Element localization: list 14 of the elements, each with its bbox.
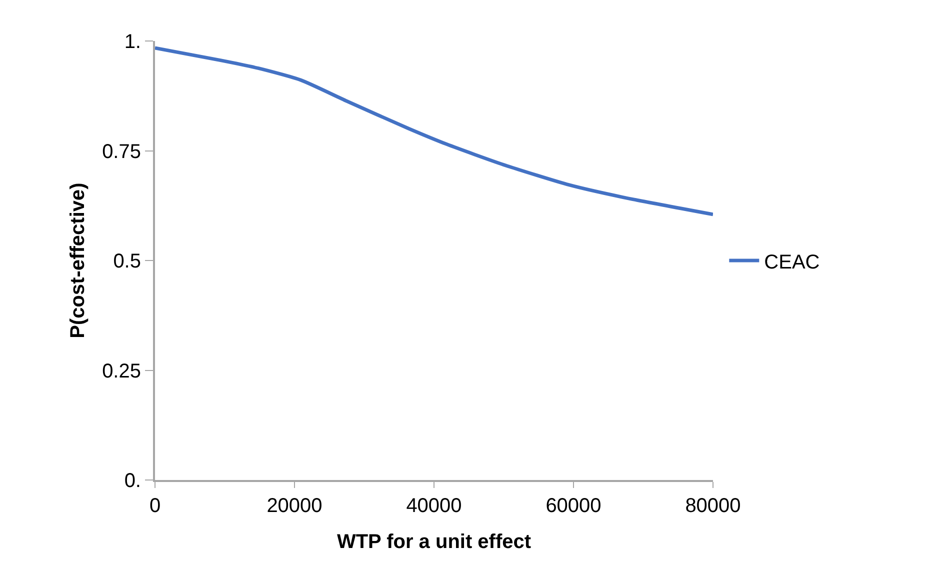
y-tick-label: 0.75 [102, 140, 141, 163]
line-series [155, 46, 713, 216]
y-tick-label: 0.5 [113, 250, 141, 272]
legend-label: CEAC [764, 251, 820, 274]
y-tick-label: 0.25 [102, 360, 141, 382]
x-axis-title: WTP for a unit effect [336, 531, 532, 553]
x-tick-label: 40000 [406, 495, 462, 517]
y-tick-label: 1. [124, 31, 141, 53]
y-axis-title: P(cost-effective) [67, 182, 90, 338]
x-tick-label: 20000 [266, 495, 322, 517]
x-tick-label: 60000 [546, 495, 602, 517]
x-tick-label: 80000 [685, 495, 741, 517]
y-tick-label: 0. [124, 470, 141, 492]
x-tick-label: 0 [149, 495, 161, 517]
